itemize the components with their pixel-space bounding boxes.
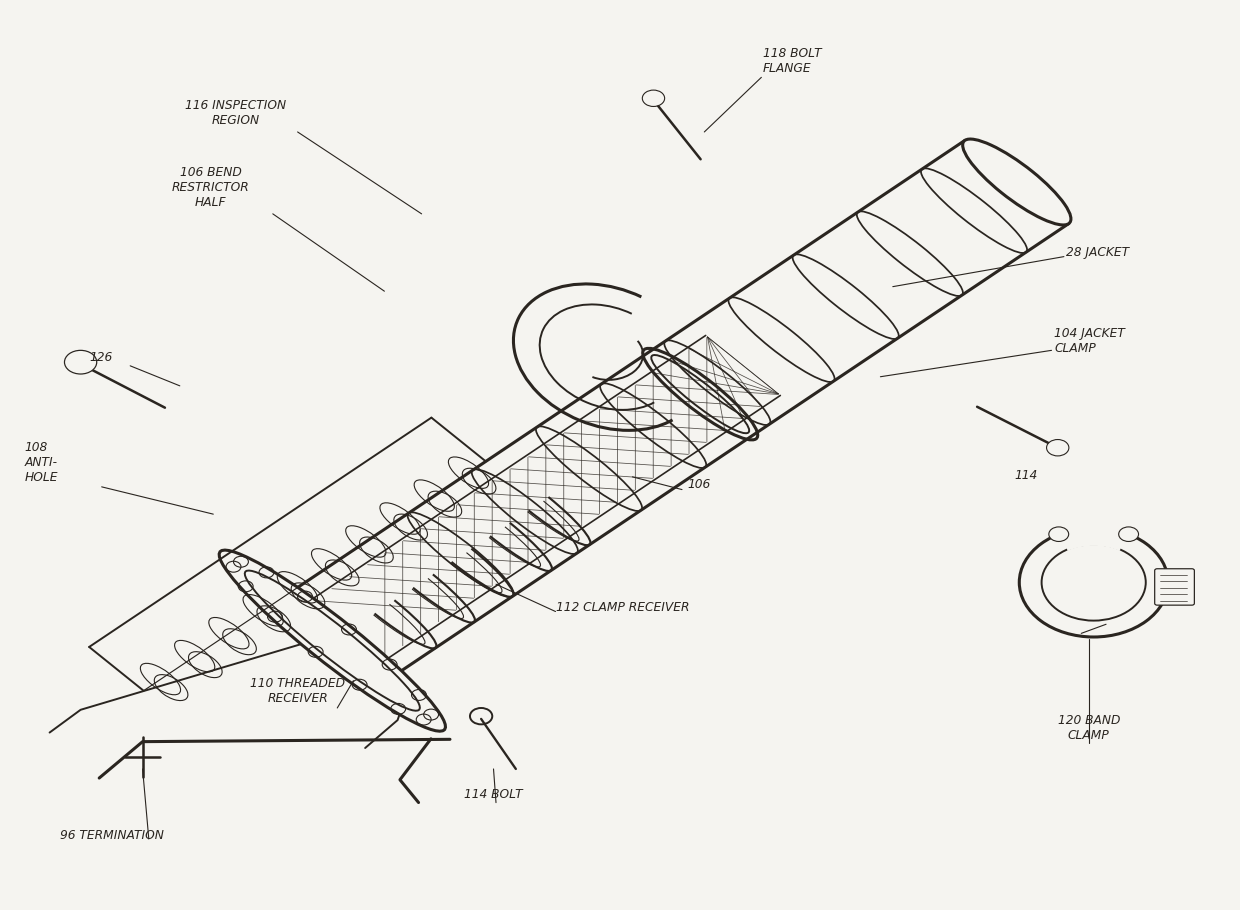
Circle shape <box>1118 527 1138 541</box>
Text: 106: 106 <box>687 479 711 491</box>
Text: 120 BAND
CLAMP: 120 BAND CLAMP <box>1058 713 1120 742</box>
Text: 116 INSPECTION
REGION: 116 INSPECTION REGION <box>185 99 286 127</box>
Text: 118 BOLT
FLANGE: 118 BOLT FLANGE <box>763 46 821 75</box>
Text: 28 JACKET: 28 JACKET <box>1066 247 1130 259</box>
Text: 112 CLAMP RECEIVER: 112 CLAMP RECEIVER <box>556 602 689 614</box>
Circle shape <box>1049 527 1069 541</box>
Text: 104 JACKET
CLAMP: 104 JACKET CLAMP <box>1054 327 1125 355</box>
FancyBboxPatch shape <box>1154 569 1194 605</box>
Circle shape <box>1047 440 1069 456</box>
Ellipse shape <box>962 139 1071 225</box>
Circle shape <box>1019 528 1168 637</box>
Text: 96 TERMINATION: 96 TERMINATION <box>60 829 164 842</box>
Text: 126: 126 <box>89 351 113 364</box>
Text: 110 THREADED
RECEIVER: 110 THREADED RECEIVER <box>250 677 345 705</box>
Ellipse shape <box>219 551 445 731</box>
Text: 106 BEND
RESTRICTOR
HALF: 106 BEND RESTRICTOR HALF <box>172 167 249 209</box>
Text: 114 BOLT: 114 BOLT <box>464 788 523 801</box>
Circle shape <box>64 350 97 374</box>
Text: 114: 114 <box>1014 470 1038 482</box>
Text: 108
ANTI-
HOLE: 108 ANTI- HOLE <box>25 441 58 484</box>
Circle shape <box>642 90 665 106</box>
